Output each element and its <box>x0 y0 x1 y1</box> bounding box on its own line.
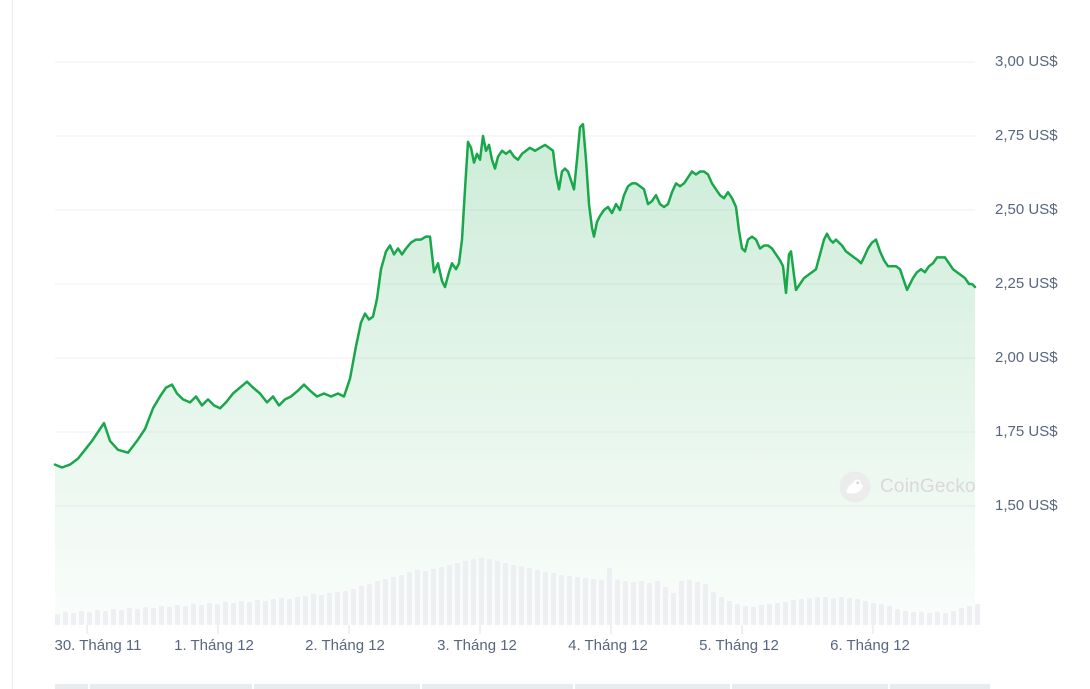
price-area-fill <box>55 124 975 625</box>
table-column-separator <box>730 684 732 689</box>
y-axis-label: 2,50 US$ <box>995 201 1058 218</box>
table-column-separator <box>88 684 90 689</box>
x-axis-label: 3. Tháng 12 <box>437 637 517 654</box>
table-column-separator <box>252 684 254 689</box>
x-axis-label: 4. Tháng 12 <box>568 637 648 654</box>
x-axis-label: 1. Tháng 12 <box>174 637 254 654</box>
x-axis-ticks <box>86 625 874 634</box>
y-axis-label: 3,00 US$ <box>995 53 1058 70</box>
table-column-separator <box>420 684 422 689</box>
y-axis-label: 2,00 US$ <box>995 349 1058 366</box>
x-axis-label: 5. Tháng 12 <box>699 637 779 654</box>
y-axis-label: 2,75 US$ <box>995 127 1058 144</box>
y-axis-label: 2,25 US$ <box>995 275 1058 292</box>
y-axis-label: 1,75 US$ <box>995 423 1058 440</box>
x-axis-label: 6. Tháng 12 <box>830 637 910 654</box>
y-axis-label: 1,50 US$ <box>995 497 1058 514</box>
table-column-separator <box>888 684 890 689</box>
x-axis-label: 30. Tháng 11 <box>54 637 142 654</box>
price-line <box>53 122 977 469</box>
x-axis-label: 2. Tháng 12 <box>305 637 385 654</box>
volume-bars <box>55 558 980 625</box>
table-column-separator <box>573 684 575 689</box>
table-top-strip <box>55 684 990 689</box>
page-left-border <box>12 0 13 689</box>
